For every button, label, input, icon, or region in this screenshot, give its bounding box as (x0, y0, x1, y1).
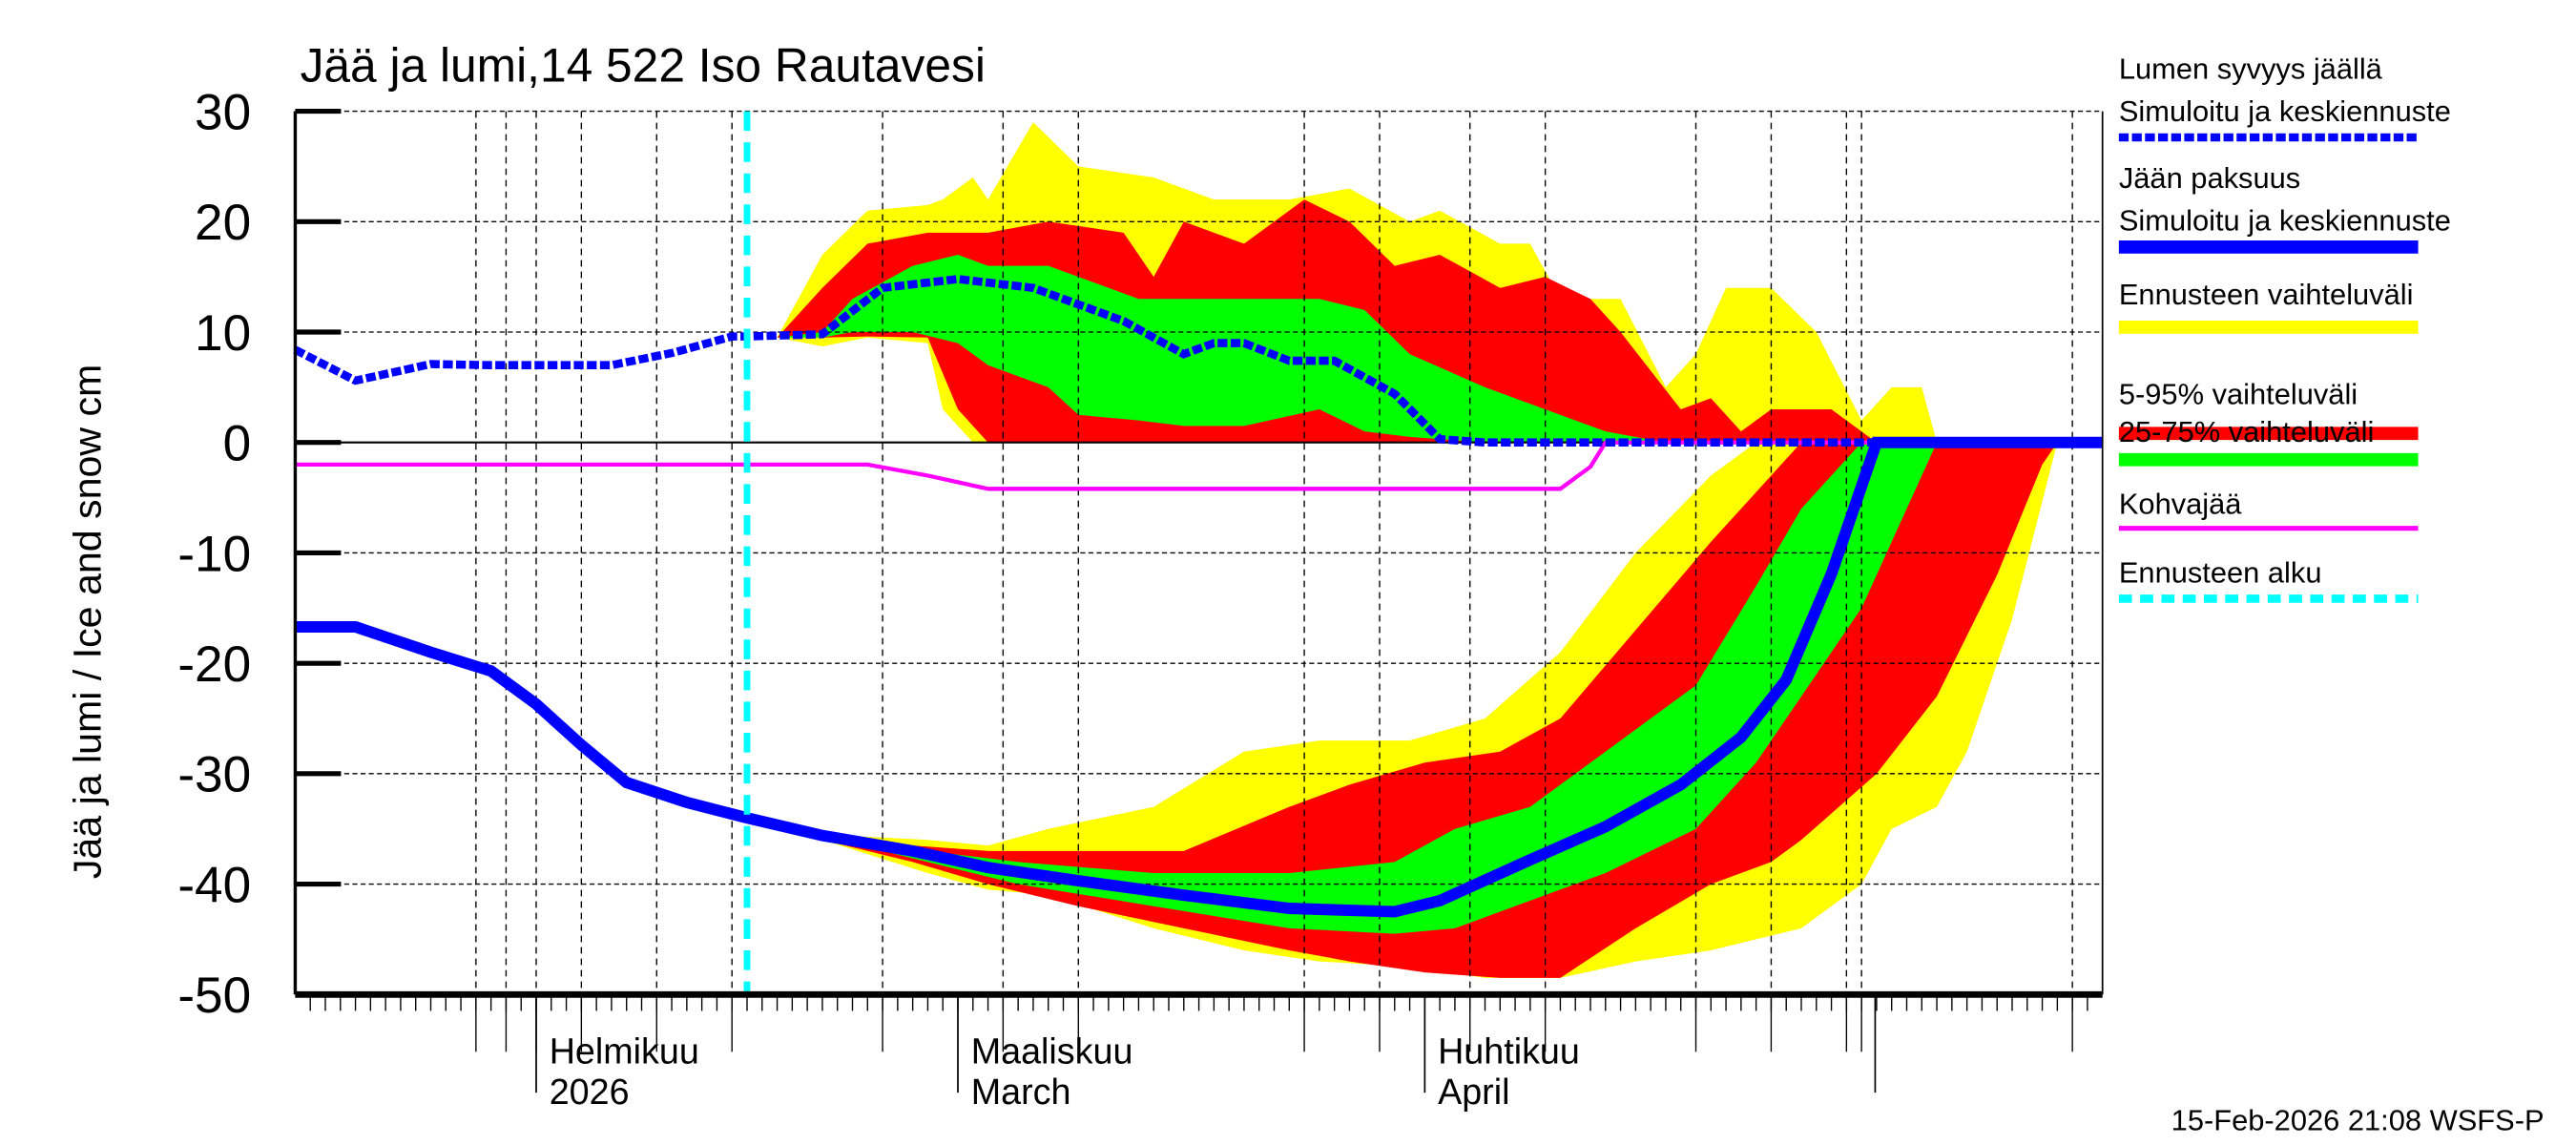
slush-ice-line (295, 440, 2103, 491)
snow-depth-line (293, 275, 2103, 447)
month-label: Helmikuu (550, 1030, 699, 1071)
legend-label: Lumen syvyys jäällä (2119, 52, 2383, 85)
band-snow-25-75-vaihteluv-li (777, 255, 1666, 443)
legend-label: Ennusteen alku (2119, 555, 2322, 589)
legend-label: 5-95% vaihteluväli (2119, 377, 2358, 410)
y-tick-label: 30 (195, 84, 251, 140)
legend-sublabel: Simuloitu ja keskiennuste (2119, 94, 2451, 128)
axes-layer: 30 20 10 0 -10 -20 -30 -40 -50 (177, 84, 2104, 1052)
chart-title: Jää ja lumi,14 522 Iso Rautavesi (301, 39, 986, 93)
lines-layer (293, 111, 2103, 995)
legend-label: Ennusteen vaihteluväli (2119, 278, 2414, 311)
y-tick-label: 10 (195, 305, 251, 362)
month-sublabel: 2026 (550, 1072, 630, 1112)
y-axis-label: Jää ja lumi / Ice and snow cm (65, 364, 109, 879)
month-label: Huhtikuu (1438, 1030, 1580, 1071)
ice-thickness-line (295, 436, 2103, 918)
legend-label: Kohvajää (2119, 487, 2242, 520)
y-tick-label: 0 (223, 416, 252, 472)
y-tick-label: -20 (177, 636, 251, 693)
legend: Lumen syvyys jäällä Simuloitu ja keskienn… (2118, 52, 2451, 603)
legend-sublabel: Simuloitu ja keskiennuste (2119, 204, 2451, 238)
month-sublabel: March (971, 1072, 1071, 1112)
timestamp: 15-Feb-2026 21:08 WSFS-P (2171, 1104, 2545, 1137)
y-tick-label: -10 (177, 526, 251, 582)
y-tick-label: 20 (195, 195, 251, 251)
month-label: Maaliskuu (971, 1030, 1133, 1071)
y-tick-label: -50 (177, 968, 251, 1024)
y-tick-label: -30 (177, 747, 251, 803)
band-ice-5-95-vaihteluv-li (747, 442, 2058, 978)
bands-layer (747, 122, 2058, 978)
y-tick-label: -40 (177, 857, 251, 913)
legend-label: 25-75% vaihteluväli (2119, 415, 2374, 448)
legend-label: Jään paksuus (2119, 161, 2300, 195)
month-sublabel: April (1438, 1072, 1509, 1112)
